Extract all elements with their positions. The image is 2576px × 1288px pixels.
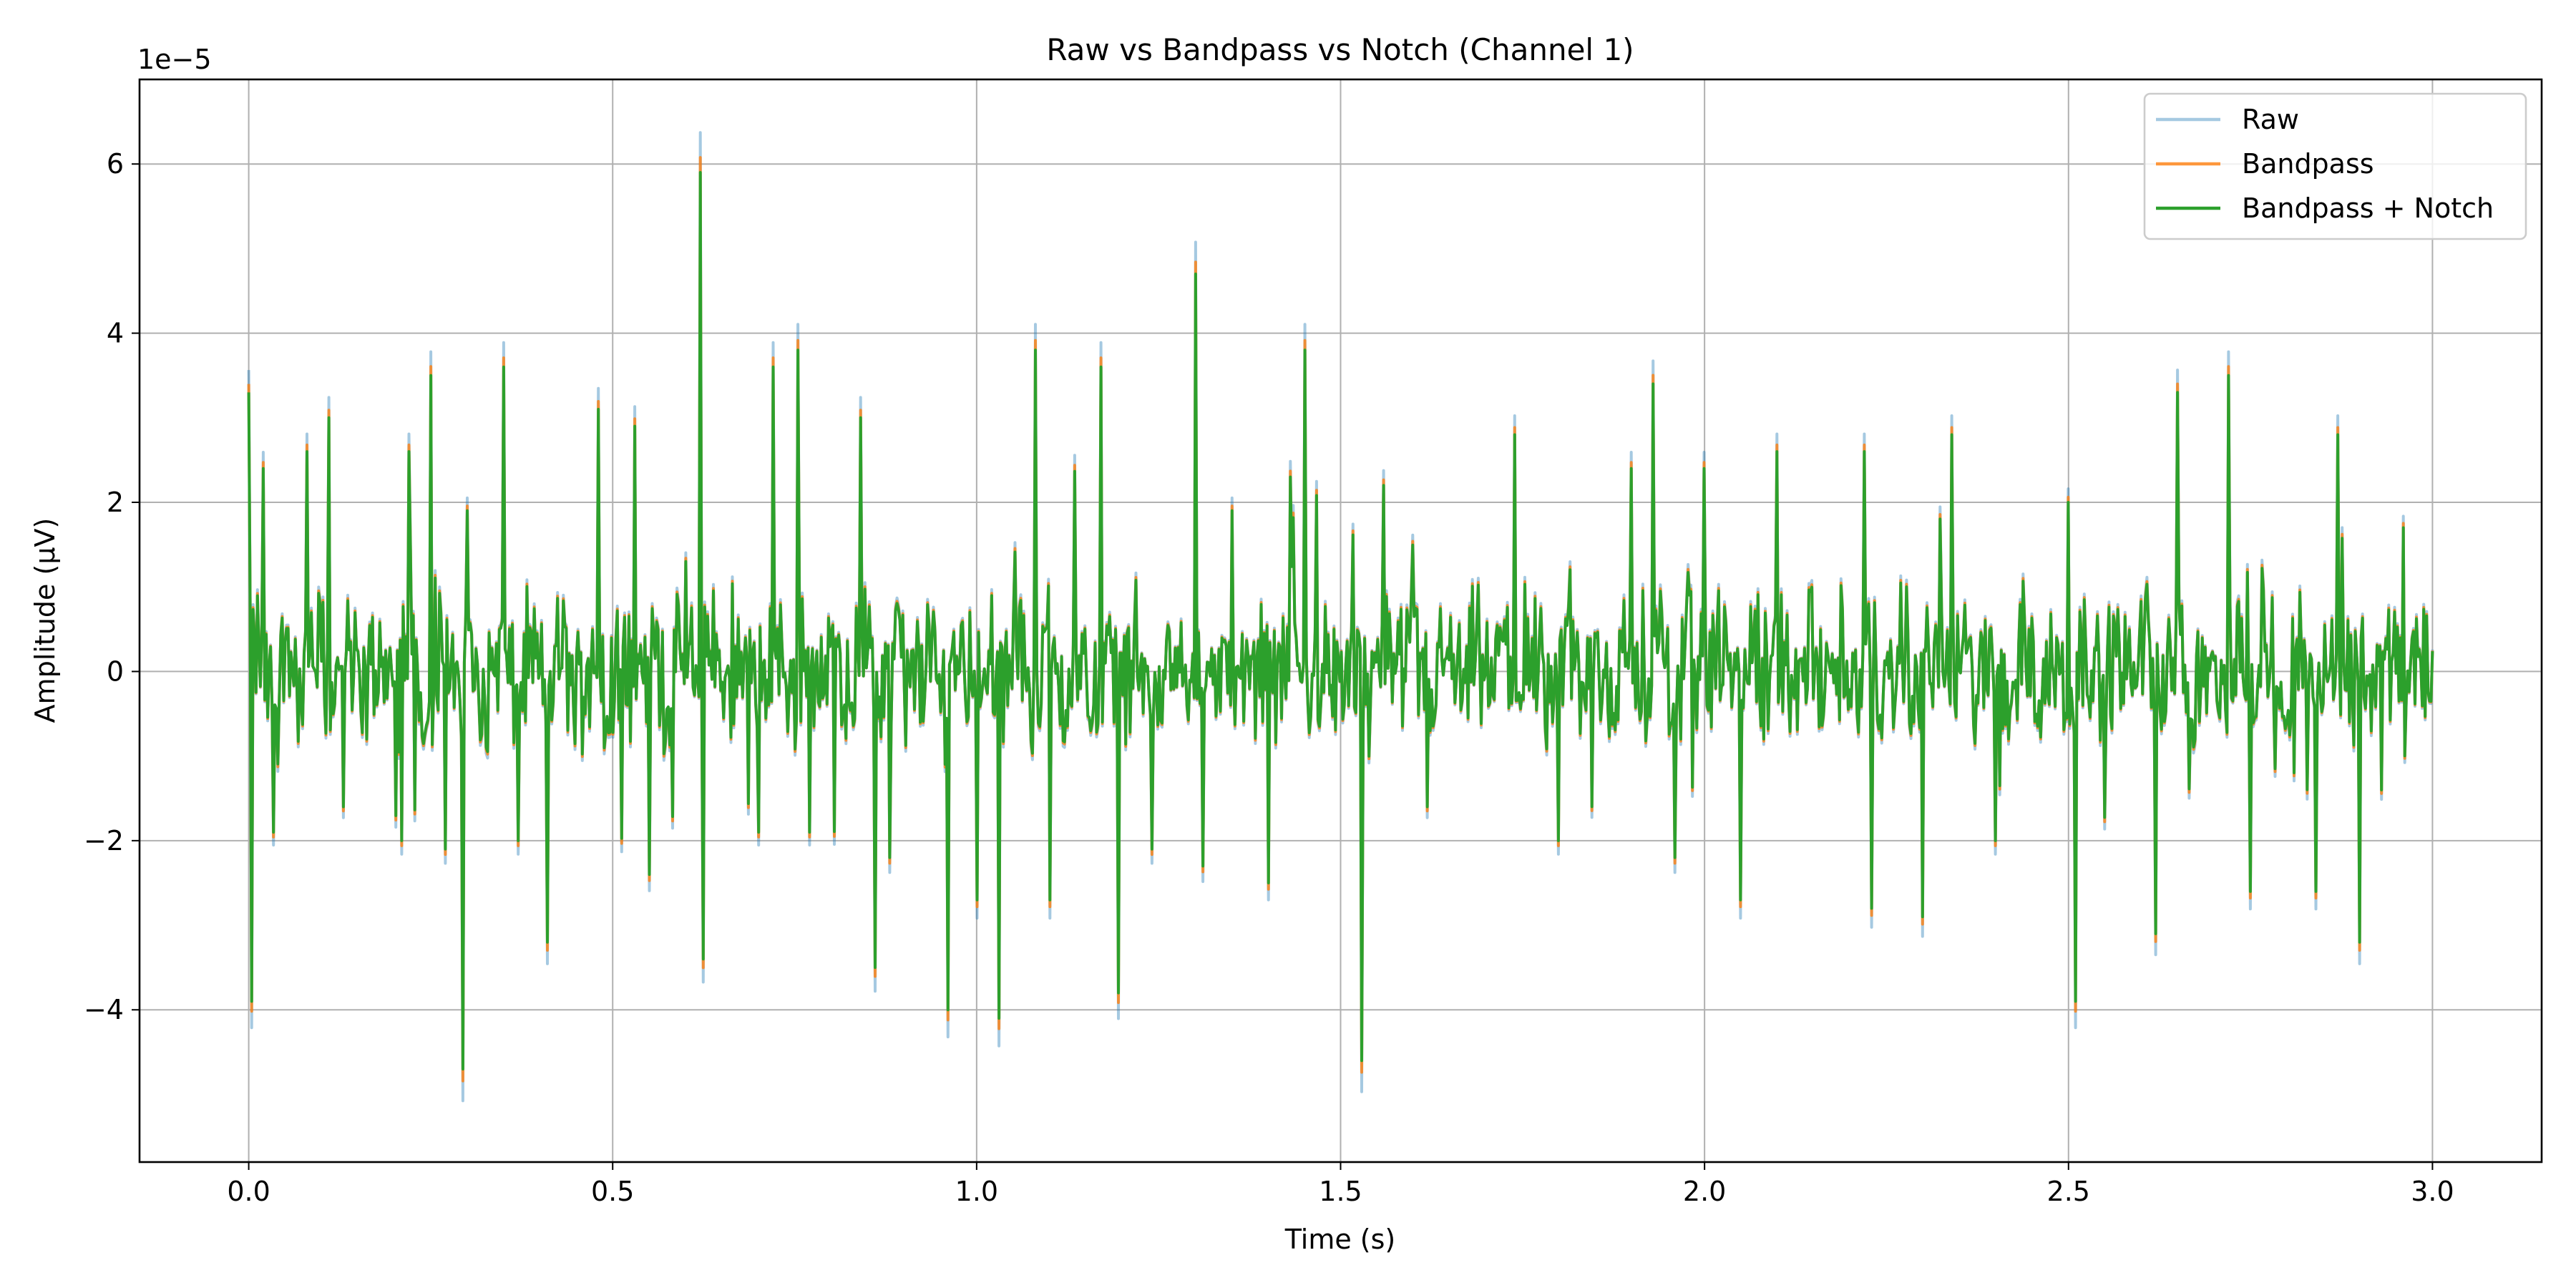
x-tick-label: 2.5 xyxy=(2047,1176,2090,1207)
legend-box xyxy=(2143,92,2527,240)
x-tick-label: 2.0 xyxy=(1683,1176,1726,1207)
y-tick-label: 0 xyxy=(107,655,124,687)
x-tick-label: 0.5 xyxy=(591,1176,634,1207)
x-axis: 0.0 0.5 1.0 1.5 2.0 2.5 3.0 xyxy=(227,1162,2454,1207)
series-lines xyxy=(247,131,2434,1103)
x-tick-label: 1.0 xyxy=(955,1176,998,1207)
y-axis: −4 −2 0 2 4 6 xyxy=(84,148,140,1025)
series-line xyxy=(247,171,2434,1070)
x-tick-label: 3.0 xyxy=(2411,1176,2454,1207)
y-tick-label: 2 xyxy=(107,487,124,518)
chart-title: Raw vs Bandpass vs Notch (Channel 1) xyxy=(1046,32,1634,67)
legend-label: Bandpass xyxy=(2242,148,2374,180)
y-offset-label: 1e−5 xyxy=(137,44,212,75)
x-axis-label: Time (s) xyxy=(1284,1224,1396,1255)
x-tick-label: 0.0 xyxy=(227,1176,270,1207)
x-tick-label: 1.5 xyxy=(1319,1176,1362,1207)
y-tick-label: −2 xyxy=(84,825,124,857)
y-tick-label: 6 xyxy=(107,148,124,180)
legend-label: Raw xyxy=(2242,104,2299,135)
y-axis-label: Amplitude (µV) xyxy=(29,518,61,723)
y-tick-label: 4 xyxy=(107,318,124,349)
y-tick-label: −4 xyxy=(84,994,124,1025)
legend-label: Bandpass + Notch xyxy=(2242,192,2494,224)
legend: Raw Bandpass Bandpass + Notch xyxy=(2143,92,2527,240)
